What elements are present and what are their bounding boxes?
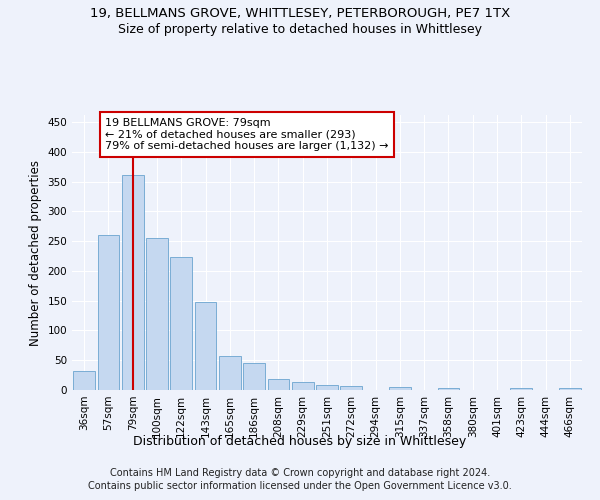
Bar: [170, 256, 192, 390]
Bar: [97, 235, 119, 390]
Bar: [268, 380, 289, 390]
Text: Contains public sector information licensed under the Open Government Licence v3: Contains public sector information licen…: [88, 481, 512, 491]
Text: 19, BELLMANS GROVE, WHITTLESEY, PETERBOROUGH, PE7 1TX: 19, BELLMANS GROVE, WHITTLESEY, PETERBOR…: [90, 8, 510, 20]
Bar: [122, 174, 143, 390]
Y-axis label: Number of detached properties: Number of detached properties: [29, 160, 42, 346]
Bar: [437, 388, 460, 390]
Bar: [146, 238, 168, 390]
Bar: [389, 387, 411, 390]
Bar: [292, 382, 314, 390]
Text: Size of property relative to detached houses in Whittlesey: Size of property relative to detached ho…: [118, 22, 482, 36]
Text: 19 BELLMANS GROVE: 79sqm
← 21% of detached houses are smaller (293)
79% of semi-: 19 BELLMANS GROVE: 79sqm ← 21% of detach…: [105, 118, 389, 151]
Bar: [559, 388, 581, 390]
Bar: [73, 371, 95, 390]
Bar: [511, 388, 532, 390]
Bar: [194, 302, 217, 390]
Bar: [340, 386, 362, 390]
Bar: [316, 384, 338, 390]
Text: Contains HM Land Registry data © Crown copyright and database right 2024.: Contains HM Land Registry data © Crown c…: [110, 468, 490, 477]
Text: Distribution of detached houses by size in Whittlesey: Distribution of detached houses by size …: [133, 435, 467, 448]
Bar: [243, 363, 265, 390]
Bar: [219, 356, 241, 390]
